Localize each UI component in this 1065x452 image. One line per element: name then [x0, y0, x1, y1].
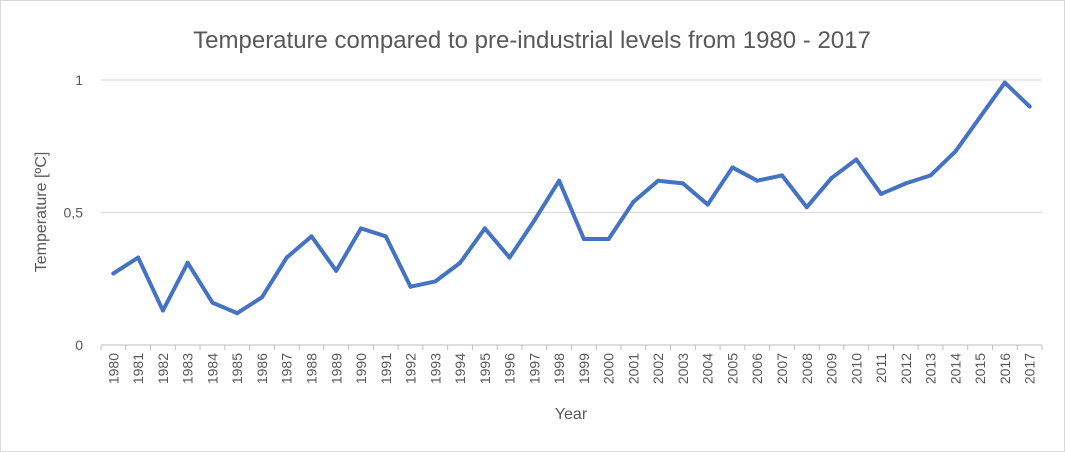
- x-axis: 1980 1981 1982 1983 1984 1985 1986 1987 1988 1989…: [100, 344, 1043, 384]
- data-point: [730, 165, 735, 170]
- x-tick-label: 1997: [526, 353, 542, 384]
- x-tick-label: 1987: [279, 353, 295, 384]
- x-tick-label: 2008: [799, 353, 815, 384]
- y-tick-label: 0,5: [64, 205, 84, 221]
- x-tick-label: 1984: [204, 353, 220, 384]
- data-point: [606, 237, 611, 241]
- data-point: [903, 181, 908, 186]
- data-point: [1002, 80, 1007, 85]
- x-tick-label: 2011: [873, 353, 889, 383]
- data-point: [359, 226, 364, 231]
- data-point: [507, 255, 512, 260]
- x-tick-label: 1999: [576, 353, 592, 384]
- data-point: [160, 308, 165, 313]
- data-point: [1027, 104, 1032, 109]
- data-point: [953, 149, 958, 154]
- x-tick-label: 1993: [427, 353, 443, 384]
- x-tick-label: 1990: [353, 353, 369, 384]
- data-point: [334, 268, 339, 273]
- x-tick-label: 2005: [724, 353, 740, 384]
- x-tick-label: 2010: [848, 353, 864, 384]
- gridlines: [101, 79, 1042, 213]
- data-point: [210, 300, 215, 305]
- x-tick-label: 1980: [105, 353, 121, 384]
- x-tick-label: 2004: [700, 353, 716, 384]
- x-tick-label: 2001: [625, 353, 641, 384]
- x-tick-label: 2016: [997, 353, 1013, 384]
- data-point: [854, 157, 859, 162]
- y-tick-label: 1: [75, 72, 83, 88]
- x-tick-label: 2009: [824, 353, 840, 384]
- data-point: [235, 311, 240, 316]
- data-point: [928, 173, 933, 178]
- x-tick-label: 2012: [898, 353, 914, 384]
- x-tick-label: 1998: [551, 353, 567, 384]
- data-point: [978, 115, 983, 120]
- x-tick-label: 2014: [947, 353, 963, 384]
- y-axis-ticks: 00,51: [64, 72, 84, 353]
- data-point: [829, 176, 834, 181]
- data-point: [458, 260, 463, 265]
- data-point: [408, 284, 413, 289]
- data-point: [804, 205, 809, 210]
- data-point: [111, 271, 116, 276]
- x-tick-label: 2017: [1022, 353, 1038, 384]
- x-tick-label: 1983: [180, 353, 196, 384]
- data-point: [755, 178, 760, 183]
- data-point: [383, 234, 388, 239]
- data-point: [284, 255, 289, 260]
- y-axis-label: Temperature [ºC]: [33, 152, 50, 273]
- data-point: [705, 202, 710, 207]
- data-point: [482, 226, 487, 231]
- data-point: [136, 255, 141, 260]
- data-point: [433, 279, 438, 284]
- data-point: [259, 295, 264, 300]
- x-tick-label: 1992: [403, 353, 419, 384]
- data-point: [680, 181, 685, 186]
- data-point: [532, 218, 537, 223]
- data-point: [879, 191, 884, 196]
- x-tick-label: 1995: [477, 353, 493, 384]
- data-point: [309, 234, 314, 239]
- data-point: [631, 199, 636, 204]
- x-tick-label: 1988: [303, 353, 319, 384]
- y-tick-label: 0: [75, 337, 83, 353]
- x-tick-label: 2000: [601, 353, 617, 384]
- x-tick-label: 1996: [502, 353, 518, 384]
- data-point: [779, 173, 784, 178]
- x-tick-label: 2006: [749, 353, 765, 384]
- data-point: [185, 260, 190, 265]
- x-tick-label: 2013: [923, 353, 939, 384]
- x-tick-label: 1981: [130, 353, 146, 384]
- x-tick-label: 2002: [650, 353, 666, 384]
- x-tick-label: 1986: [254, 353, 270, 384]
- x-tick-label: 1982: [155, 353, 171, 384]
- x-tick-label: 2003: [675, 353, 691, 384]
- chart-title: Temperature compared to pre-industrial l…: [193, 27, 871, 54]
- x-tick-label: 1985: [229, 353, 245, 384]
- x-tick-label: 1994: [452, 353, 468, 384]
- data-point: [557, 178, 562, 183]
- series-line: [111, 80, 1032, 316]
- x-axis-label: Year: [555, 406, 588, 423]
- series-layer: [111, 80, 1032, 316]
- data-point: [656, 178, 661, 183]
- x-tick-label: 2007: [774, 353, 790, 384]
- x-tick-label: 2015: [972, 353, 988, 384]
- data-point: [581, 237, 586, 241]
- x-tick-label: 1991: [378, 353, 394, 384]
- x-tick-label: 1989: [328, 353, 344, 384]
